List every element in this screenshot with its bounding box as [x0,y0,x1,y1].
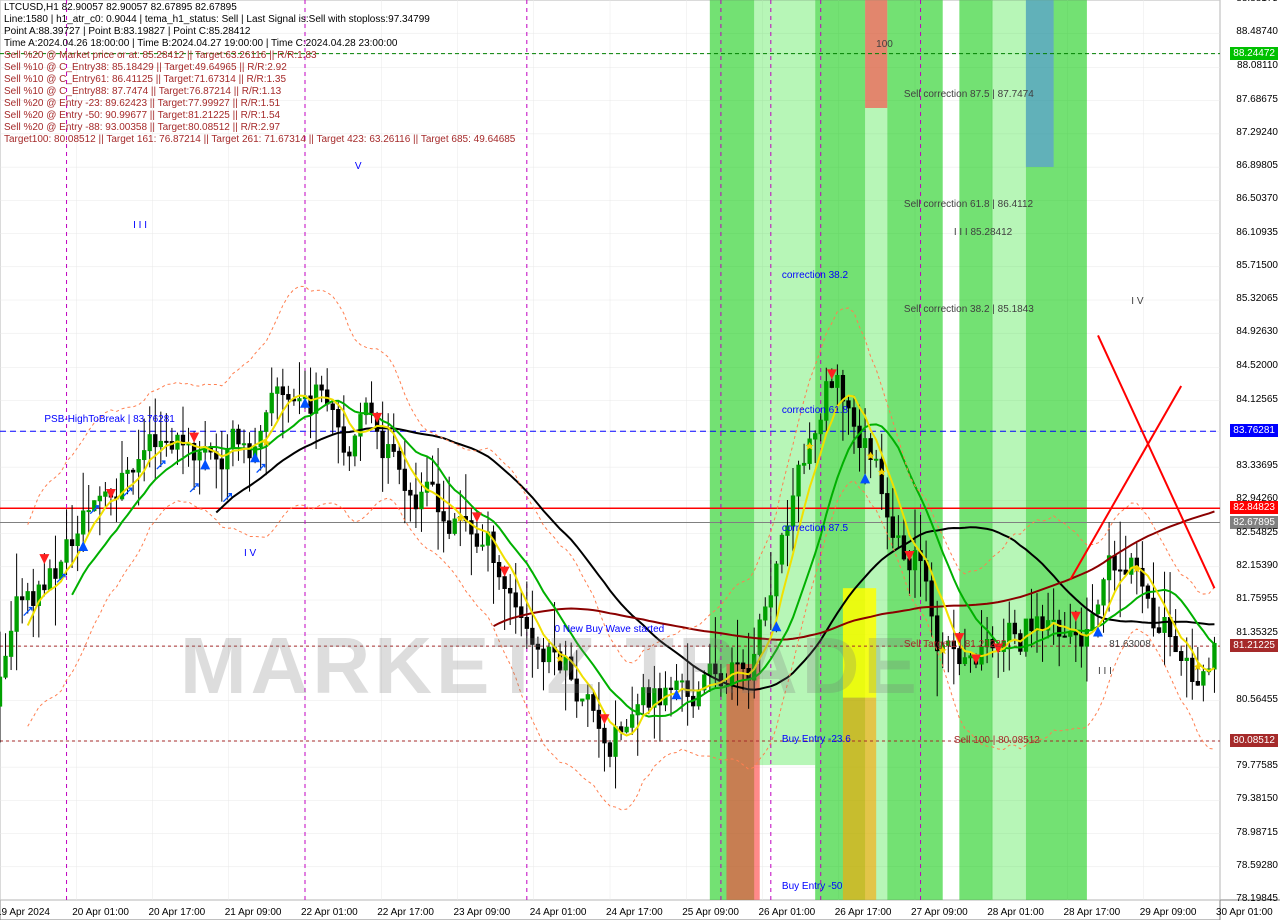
chart-annotation: 100 [876,39,893,50]
date-label: 29 Apr 09:00 [1140,907,1197,918]
date-label: 26 Apr 17:00 [835,907,892,918]
price-tag: 83.76281 [1230,424,1278,437]
date-label: 28 Apr 01:00 [987,907,1044,918]
price-label: 88.88175 [1236,0,1278,4]
price-label: 88.08110 [1237,60,1278,71]
price-label: 79.38150 [1236,793,1278,804]
date-label: 25 Apr 09:00 [682,907,739,918]
info-line: Point A:88.39727 | Point B:83.19827 | Po… [4,26,251,37]
price-label: 87.29240 [1236,127,1278,138]
price-label: 88.48740 [1236,26,1278,37]
date-label: 26 Apr 01:00 [759,907,816,918]
price-label: 84.12565 [1236,394,1278,405]
date-label: 22 Apr 01:00 [301,907,358,918]
date-label: 28 Apr 17:00 [1064,907,1121,918]
date-label: 30 Apr 01:00 [1216,907,1273,918]
date-label: 22 Apr 17:00 [377,907,434,918]
price-tag: 88.24472 [1230,47,1278,60]
date-label: 27 Apr 09:00 [911,907,968,918]
price-label: 86.50370 [1236,193,1278,204]
chart-annotation: PSB-HighToBreak | 83.76281 [44,414,174,425]
chart-annotation: Sell correction 87.5 | 87.7474 [904,89,1034,100]
date-label: 24 Apr 17:00 [606,907,663,918]
price-label: 81.35325 [1236,627,1278,638]
price-label: 79.77585 [1236,760,1278,771]
price-label: 83.33695 [1236,460,1278,471]
watermark: MARKETZ TRADE [180,620,921,712]
chart-annotation: I I I 85.28412 [954,227,1012,238]
chart-container[interactable]: MARKETZ TRADE LTCUSD,H1 82.90057 82.9005… [0,0,1280,920]
price-label: 81.75955 [1236,593,1278,604]
info-line: Target100: 80.08512 || Target 161: 76.87… [4,134,515,145]
date-label: 24 Apr 01:00 [530,907,587,918]
price-label: 84.92630 [1236,326,1278,337]
chart-annotation: I I I [133,220,147,231]
date-label: 23 Apr 09:00 [454,907,511,918]
price-label: 86.10935 [1236,227,1278,238]
date-label: 19 Apr 2024 [0,907,50,918]
chart-annotation: I V [244,548,256,559]
price-label: 87.68675 [1236,94,1278,105]
chart-annotation: Sell 100 | 80.08512 [954,735,1040,746]
chart-annotation: I V [1131,296,1143,307]
date-label: 21 Apr 09:00 [225,907,282,918]
chart-annotation: Buy Entry -23.6 [782,734,851,745]
chart-annotation: Buy Entry -50 [782,881,843,892]
info-line: Sell %20 @ Entry -23: 89.62423 || Target… [4,98,280,109]
price-tag: 80.08512 [1230,734,1278,747]
info-line: Sell %20 @ Entry -50: 90.99677 || Target… [4,110,280,121]
chart-title: LTCUSD,H1 82.90057 82.90057 82.67895 82.… [4,2,237,13]
price-label: 82.15390 [1236,560,1278,571]
price-label: 86.89805 [1236,160,1278,171]
info-line: Sell %20 @ Entry -88: 93.00358 || Target… [4,122,280,133]
chart-annotation: V [355,161,362,172]
info-line: Time A:2024.04.26 18:00:00 | Time B:2024… [4,38,397,49]
chart-annotation: I I I [1098,666,1112,677]
info-line: Sell %10 @ C_Entry38: 85.18429 || Target… [4,62,287,73]
price-tag: 81.21225 [1230,639,1278,652]
info-line: Sell %20 @ Market price or at: 85.28412 … [4,50,317,61]
date-label: 20 Apr 01:00 [72,907,129,918]
price-tag: 82.84823 [1230,501,1278,514]
price-label: 78.19845 [1236,893,1278,904]
chart-annotation: correction 38.2 [782,270,848,281]
date-label: 20 Apr 17:00 [149,907,206,918]
price-label: 80.56455 [1236,694,1278,705]
price-label: 78.98715 [1236,827,1278,838]
chart-annotation: Sell correction 38.2 | 85.1843 [904,304,1034,315]
price-label: 82.54825 [1236,527,1278,538]
chart-annotation: Sell Target1 | 81.21225 [904,639,1007,650]
chart-annotation: correction 61.8 [782,405,848,416]
price-label: 78.59280 [1236,860,1278,871]
info-line: Sell %10 @ C_Entry61: 86.41125 || Target… [4,74,286,85]
price-label: 85.71500 [1236,260,1278,271]
chart-annotation: 81.63008 [1109,639,1151,650]
price-label: 84.52000 [1236,360,1278,371]
info-line: Sell %10 @ C_Entry88: 87.7474 || Target:… [4,86,281,97]
chart-annotation: Sell correction 61.8 | 86.4112 [904,199,1033,210]
info-line: Line:1580 | h1_atr_c0: 0.9044 | tema_h1_… [4,14,430,25]
price-label: 85.32065 [1236,293,1278,304]
chart-annotation: correction 87.5 [782,523,848,534]
chart-annotation: 0 New Buy Wave started [555,624,665,635]
